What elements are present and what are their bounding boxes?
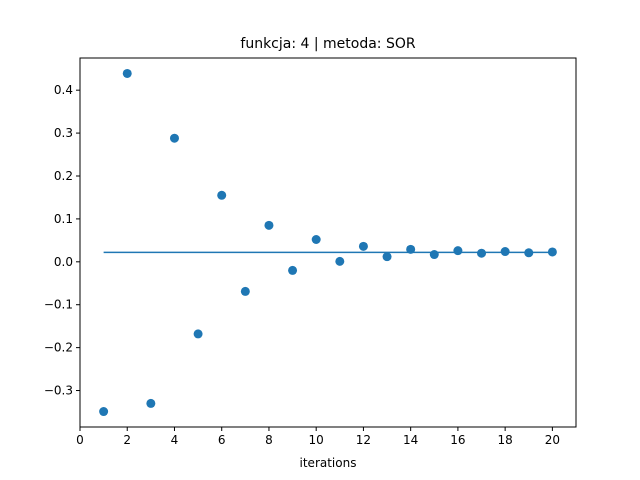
y-tick-label: −0.3 bbox=[44, 384, 73, 398]
x-axis: 0 2 4 6 8 10 12 14 16 18 20 bbox=[76, 427, 560, 447]
y-tick-label: 0.4 bbox=[54, 83, 73, 97]
plot-area bbox=[99, 68, 557, 417]
data-point bbox=[288, 265, 298, 275]
y-tick-label: −0.1 bbox=[44, 298, 73, 312]
data-point bbox=[240, 286, 250, 296]
data-point bbox=[99, 407, 109, 417]
chart-title: funkcja: 4 | metoda: SOR bbox=[240, 36, 415, 52]
x-tick-label: 20 bbox=[545, 433, 560, 447]
data-point bbox=[122, 68, 132, 78]
x-tick-label: 14 bbox=[403, 433, 418, 447]
data-point bbox=[169, 133, 179, 143]
data-point bbox=[406, 244, 416, 254]
y-tick-label: 0.0 bbox=[54, 255, 73, 269]
y-tick-label: 0.2 bbox=[54, 169, 73, 183]
x-tick-label: 2 bbox=[123, 433, 131, 447]
data-point bbox=[217, 190, 227, 200]
y-axis: −0.3 −0.2 −0.1 0.0 0.1 0.2 0.3 0.4 bbox=[44, 83, 80, 398]
plot-frame bbox=[79, 57, 577, 428]
x-tick-label: 18 bbox=[498, 433, 513, 447]
data-point bbox=[453, 246, 463, 256]
x-tick-label: 16 bbox=[450, 433, 465, 447]
data-point bbox=[193, 329, 203, 339]
data-point bbox=[477, 248, 487, 258]
data-point bbox=[358, 241, 368, 251]
x-tick-label: 10 bbox=[309, 433, 324, 447]
data-point bbox=[146, 398, 156, 408]
x-tick-label: 4 bbox=[171, 433, 179, 447]
y-tick-label: −0.2 bbox=[44, 341, 73, 355]
data-point bbox=[264, 220, 274, 230]
y-tick-label: 0.1 bbox=[54, 212, 73, 226]
y-tick-label: 0.3 bbox=[54, 126, 73, 140]
x-axis-label: iterations bbox=[300, 456, 357, 470]
x-tick-label: 6 bbox=[218, 433, 226, 447]
data-point bbox=[311, 234, 321, 244]
data-point bbox=[382, 252, 392, 262]
data-point bbox=[500, 247, 510, 257]
x-tick-label: 12 bbox=[356, 433, 371, 447]
x-tick-label: 0 bbox=[76, 433, 84, 447]
data-point bbox=[429, 250, 439, 260]
data-point bbox=[335, 256, 345, 266]
x-tick-label: 8 bbox=[265, 433, 273, 447]
